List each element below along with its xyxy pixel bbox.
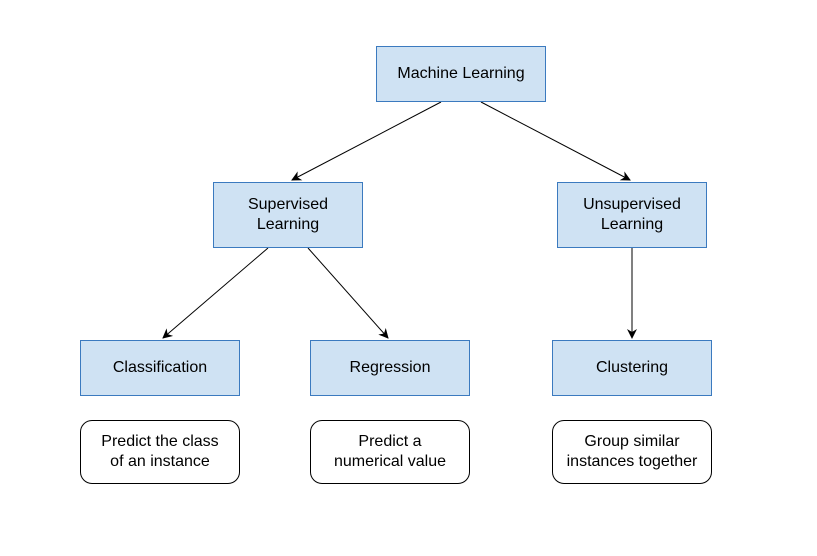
node-unsupervised: Unsupervised Learning xyxy=(557,182,707,248)
node-root-label: Machine Learning xyxy=(397,64,524,84)
edge-root-unsupervised xyxy=(481,102,630,180)
node-supervised: Supervised Learning xyxy=(213,182,363,248)
node-desc-regression: Predict a numerical value xyxy=(310,420,470,484)
node-clustering-label: Clustering xyxy=(596,358,668,378)
edge-supervised-regression xyxy=(308,248,388,338)
node-desc-regression-label: Predict a numerical value xyxy=(334,432,446,472)
node-desc-clustering-label: Group similar instances together xyxy=(567,432,698,472)
node-desc-clustering: Group similar instances together xyxy=(552,420,712,484)
node-root: Machine Learning xyxy=(376,46,546,102)
node-supervised-label: Supervised Learning xyxy=(248,195,328,235)
node-classification-label: Classification xyxy=(113,358,207,378)
node-classification: Classification xyxy=(80,340,240,396)
edge-root-supervised xyxy=(292,102,441,180)
node-regression: Regression xyxy=(310,340,470,396)
node-regression-label: Regression xyxy=(350,358,431,378)
diagram-canvas: { "diagram": { "type": "tree", "backgrou… xyxy=(0,0,817,556)
node-clustering: Clustering xyxy=(552,340,712,396)
node-desc-classification: Predict the class of an instance xyxy=(80,420,240,484)
edge-supervised-classification xyxy=(163,248,268,338)
node-unsupervised-label: Unsupervised Learning xyxy=(583,195,681,235)
node-desc-classification-label: Predict the class of an instance xyxy=(101,432,218,472)
